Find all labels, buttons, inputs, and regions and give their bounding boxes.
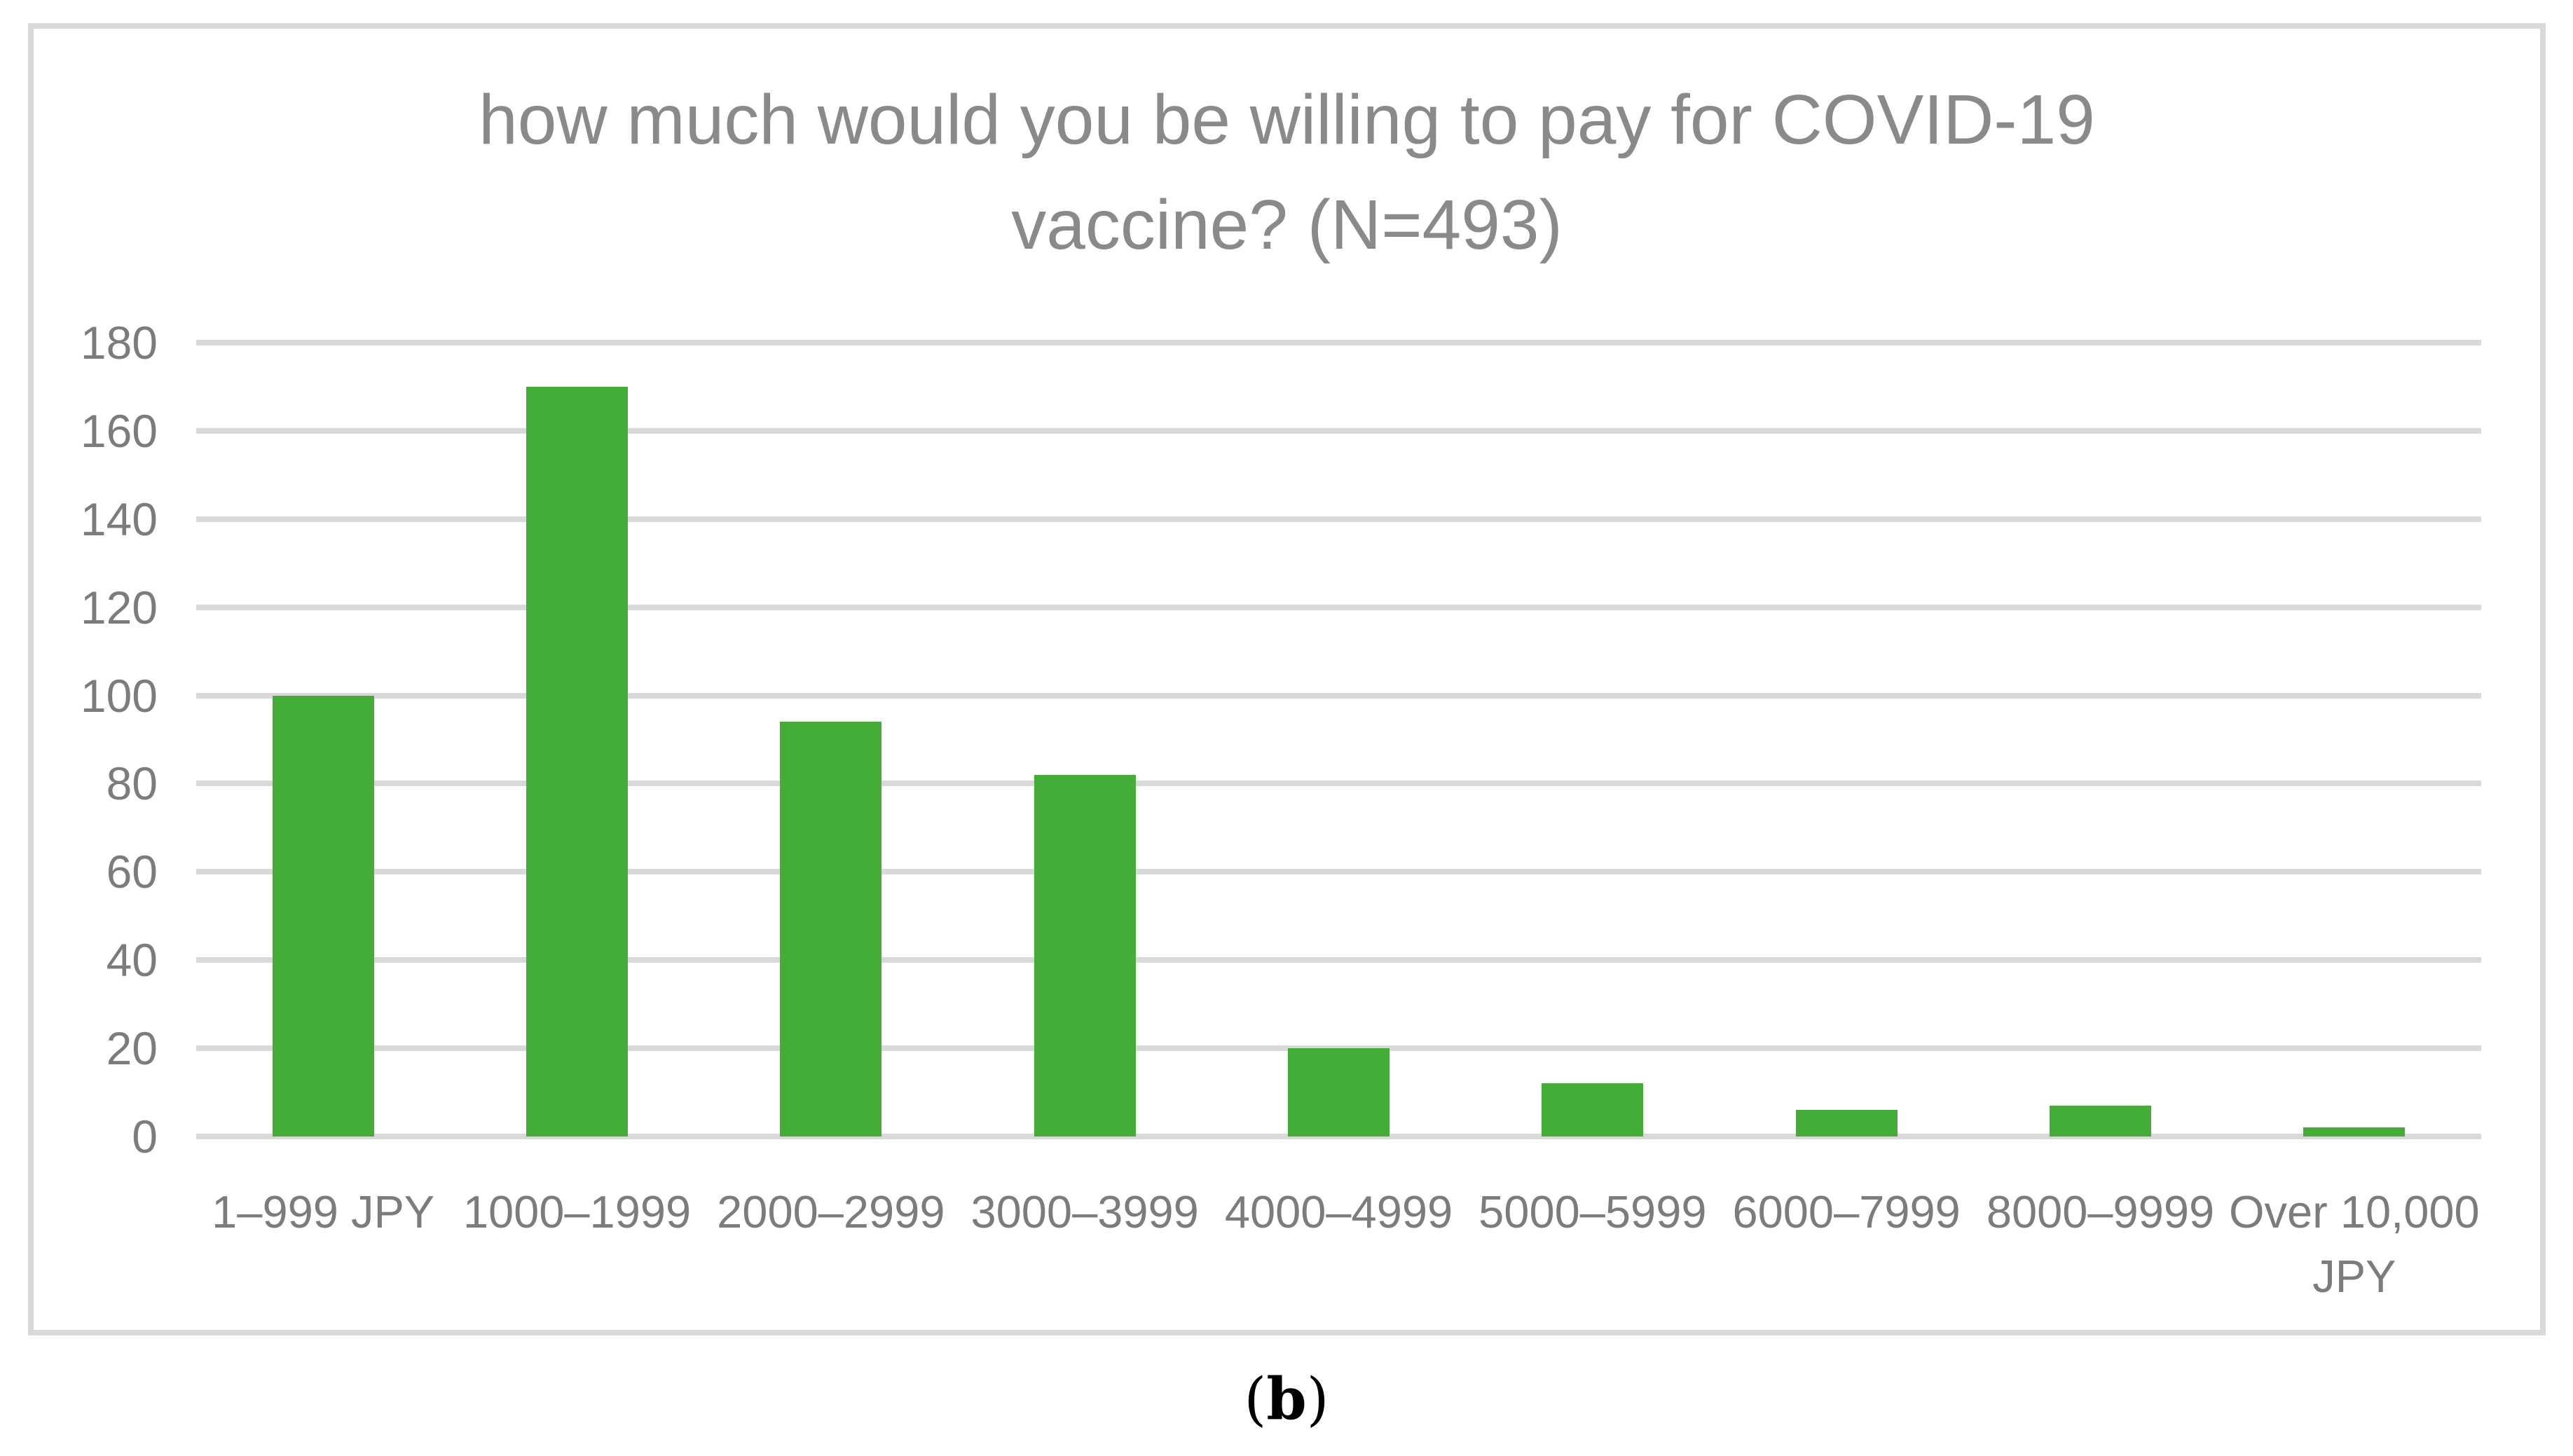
plot-area: 0 20 40 60 80 100 120 140 160 180 1–999 JPY 1000–19… <box>81 320 2481 1302</box>
gridline-y-120 <box>196 604 2481 610</box>
x-axis-category-label-8: 8000–9999 <box>1986 1186 2215 1237</box>
chart-bar-4 <box>1034 774 1136 1136</box>
y-axis-tick-label-40: 40 <box>106 934 158 987</box>
x-axis-category-label-4: 3000–3999 <box>970 1186 1199 1237</box>
chart-bar-2 <box>526 386 628 1136</box>
chart-title-line-1: how much would you be willing to pay for… <box>479 81 2095 159</box>
x-axis-category-label-9: Over 10,000 JPY <box>2228 1186 2480 1303</box>
y-axis-tick-label-180: 180 <box>80 317 158 369</box>
x-axis-category-label-7: 6000–7999 <box>1732 1186 1961 1237</box>
gridline-y-80 <box>196 781 2481 787</box>
figure-caption-open-paren: ( <box>1244 1366 1267 1433</box>
chart-title: how much would you be willing to pay for… <box>34 67 2540 277</box>
gridline-y-140 <box>196 516 2481 522</box>
figure-caption-letter: b <box>1266 1366 1307 1433</box>
y-axis-tick-label-120: 120 <box>80 581 158 633</box>
figure-caption-close-paren: ) <box>1306 1366 1329 1433</box>
figure-caption: (b) <box>0 1365 2573 1434</box>
x-axis-category-label-6: 5000–5999 <box>1478 1186 1707 1237</box>
chart-frame: how much would you be willing to pay for… <box>28 23 2546 1335</box>
y-axis-tick-label-160: 160 <box>80 404 158 457</box>
gridline-y-0 <box>196 1134 2481 1139</box>
x-axis-category-label-3: 2000–2999 <box>717 1186 945 1237</box>
gridline-y-40 <box>196 957 2481 963</box>
gridline-y-160 <box>196 427 2481 434</box>
gridline-y-100 <box>196 692 2481 699</box>
x-axis-category-label-5: 4000–4999 <box>1224 1186 1453 1237</box>
chart-bar-1 <box>272 695 374 1136</box>
x-axis-category-label-1: 1–999 JPY <box>212 1186 435 1237</box>
y-axis-tick-label-80: 80 <box>106 757 158 810</box>
chart-bar-5 <box>1288 1048 1390 1136</box>
x-axis-category-label-2: 1000–1999 <box>462 1186 692 1237</box>
chart-bar-6 <box>1542 1083 1644 1136</box>
gridline-y-60 <box>196 869 2481 875</box>
y-axis-tick-label-100: 100 <box>80 669 158 722</box>
chart-bar-8 <box>2050 1105 2151 1136</box>
y-axis-tick-label-60: 60 <box>106 846 158 898</box>
chart-bar-3 <box>780 722 882 1136</box>
chart-bar-7 <box>1795 1110 1898 1136</box>
gridline-y-180 <box>196 340 2481 345</box>
chart-bar-9 <box>2303 1127 2406 1136</box>
y-axis-tick-label-20: 20 <box>106 1022 158 1075</box>
chart-title-line-2: vaccine? (N=493) <box>1011 186 1563 264</box>
y-axis-tick-label-0: 0 <box>132 1111 158 1162</box>
y-axis-tick-label-140: 140 <box>80 493 158 545</box>
